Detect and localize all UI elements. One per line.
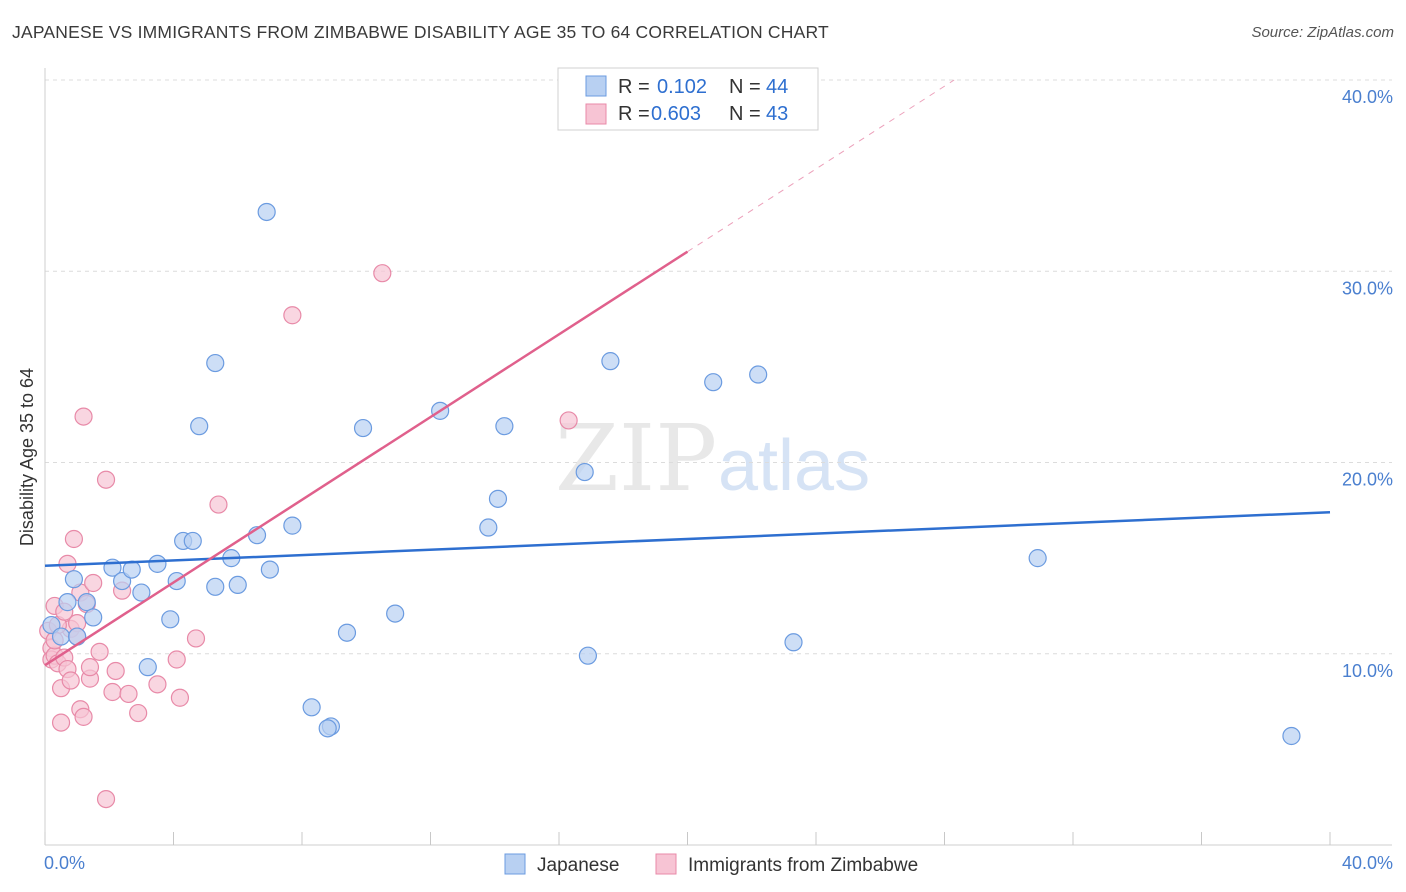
legend-n-value-japanese: 44 — [766, 76, 788, 98]
zimbabwe-point-12 — [61, 671, 80, 690]
zimbabwe-point-32 — [148, 675, 167, 694]
japanese-point-38 — [601, 352, 620, 371]
series-legend: Japanese Immigrants from Zimbabwe — [504, 853, 918, 876]
japanese-point-3 — [64, 570, 84, 589]
y-tick-labels: 10.0% 20.0% 30.0% 40.0% — [1342, 87, 1393, 681]
legend-n-label-zimbabwe: N = — [729, 103, 761, 125]
legend-swatch-zimbabwe — [585, 103, 607, 125]
y-tick-label-2: 30.0% — [1342, 278, 1393, 298]
trend-line-japanese — [44, 510, 1331, 568]
watermark-atlas: atlas — [718, 426, 870, 506]
zimbabwe-point-39 — [559, 411, 578, 430]
japanese-point-36 — [575, 462, 594, 482]
legend-r-value-japanese: 0.102 — [657, 76, 707, 98]
bottom-legend-swatch-zimbabwe — [655, 853, 677, 875]
zimbabwe-point-24 — [90, 642, 109, 661]
japanese-point-33 — [479, 518, 498, 537]
japanese-point-39 — [704, 373, 723, 392]
zimbabwe-point-25 — [96, 470, 116, 489]
x-tick-labels: 0.0% 40.0% — [44, 853, 1393, 873]
japanese-point-41 — [784, 633, 803, 652]
zimbabwe-point-13 — [64, 529, 84, 549]
trend-lines — [44, 79, 1331, 667]
trend-line-zimbabwe — [44, 250, 689, 667]
japanese-point-4 — [68, 627, 87, 646]
watermark-zip: ZIP — [555, 405, 717, 512]
legend-swatch-japanese — [585, 75, 607, 97]
legend-n-label-japanese: N = — [729, 76, 761, 98]
legend-r-value-zimbabwe: 0.603 — [651, 103, 701, 125]
japanese-point-25 — [283, 516, 302, 535]
zimbabwe-point-26 — [96, 789, 116, 809]
zimbabwe-point-37 — [283, 306, 302, 325]
legend-r-label-japanese: R = — [618, 76, 650, 98]
japanese-point-17 — [190, 417, 209, 436]
japanese-point-24 — [260, 560, 279, 579]
y-tick-label-3: 40.0% — [1342, 87, 1393, 107]
japanese-point-10 — [132, 583, 151, 602]
japanese-point-21 — [228, 575, 247, 595]
y-axis-label: Disability Age 35 to 64 — [17, 368, 37, 546]
japanese-point-35 — [495, 417, 514, 436]
legend-n-value-zimbabwe: 43 — [766, 103, 788, 125]
chart-title: JAPANESE VS IMMIGRANTS FROM ZIMBABWE DIS… — [12, 22, 829, 42]
source-label: Source: ZipAtlas.com — [1251, 24, 1394, 41]
x-tick-label-1: 40.0% — [1342, 853, 1393, 873]
zimbabwe-point-31 — [129, 703, 148, 723]
japanese-point-1 — [51, 627, 71, 646]
axes — [44, 68, 1392, 846]
japanese-point-40 — [749, 365, 768, 384]
japanese-point-23 — [257, 202, 276, 222]
japanese-point-19 — [206, 577, 225, 596]
japanese-point-31 — [386, 604, 405, 623]
zimbabwe-point-27 — [103, 682, 122, 702]
trend-line-zimbabwe-extension — [687, 79, 955, 253]
zimbabwe-point-33 — [167, 650, 186, 669]
bottom-legend-swatch-japanese — [504, 853, 526, 875]
y-tick-label-0: 10.0% — [1342, 661, 1393, 681]
zimbabwe-point-22 — [80, 658, 100, 677]
japanese-point-6 — [84, 608, 103, 627]
stats-legend: R = 0.102 N = 44 R = 0.603 N = 43 — [557, 67, 819, 131]
japanese-point-34 — [488, 489, 508, 508]
gridlines — [45, 79, 1392, 655]
japanese-point-37 — [578, 646, 598, 665]
legend-r-label-zimbabwe: R = — [618, 103, 650, 125]
zimbabwe-point-34 — [170, 688, 190, 707]
zimbabwe-point-28 — [106, 661, 125, 681]
watermark: ZIP atlas — [555, 405, 870, 512]
zimbabwe-point-7 — [51, 713, 71, 732]
japanese-point-11 — [138, 658, 157, 677]
japanese-point-26 — [302, 698, 321, 717]
japanese-point-30 — [353, 418, 373, 438]
series-immigrants-from-zimbabwe — [39, 264, 578, 809]
y-tick-label-1: 20.0% — [1342, 470, 1393, 490]
x-tick-label-0: 0.0% — [44, 853, 85, 873]
japanese-point-42 — [1028, 549, 1047, 568]
bottom-legend-label-japanese: Japanese — [537, 855, 619, 876]
zimbabwe-point-35 — [186, 629, 206, 648]
zimbabwe-point-18 — [74, 707, 93, 726]
japanese-point-13 — [161, 610, 180, 629]
bottom-legend-label-zimbabwe: Immigrants from Zimbabwe — [688, 855, 918, 876]
japanese-point-16 — [183, 531, 202, 551]
japanese-point-29 — [337, 623, 357, 642]
zimbabwe-point-23 — [84, 573, 103, 593]
zimbabwe-point-36 — [209, 495, 228, 514]
japanese-point-12 — [148, 554, 167, 573]
japanese-point-5 — [77, 593, 96, 612]
zimbabwe-point-30 — [119, 684, 138, 704]
zimbabwe-point-38 — [373, 264, 392, 283]
japanese-point-18 — [206, 353, 225, 373]
japanese-point-43 — [1282, 726, 1301, 746]
japanese-point-2 — [58, 593, 77, 612]
zimbabwe-point-19 — [74, 407, 93, 426]
japanese-point-28 — [318, 719, 337, 738]
